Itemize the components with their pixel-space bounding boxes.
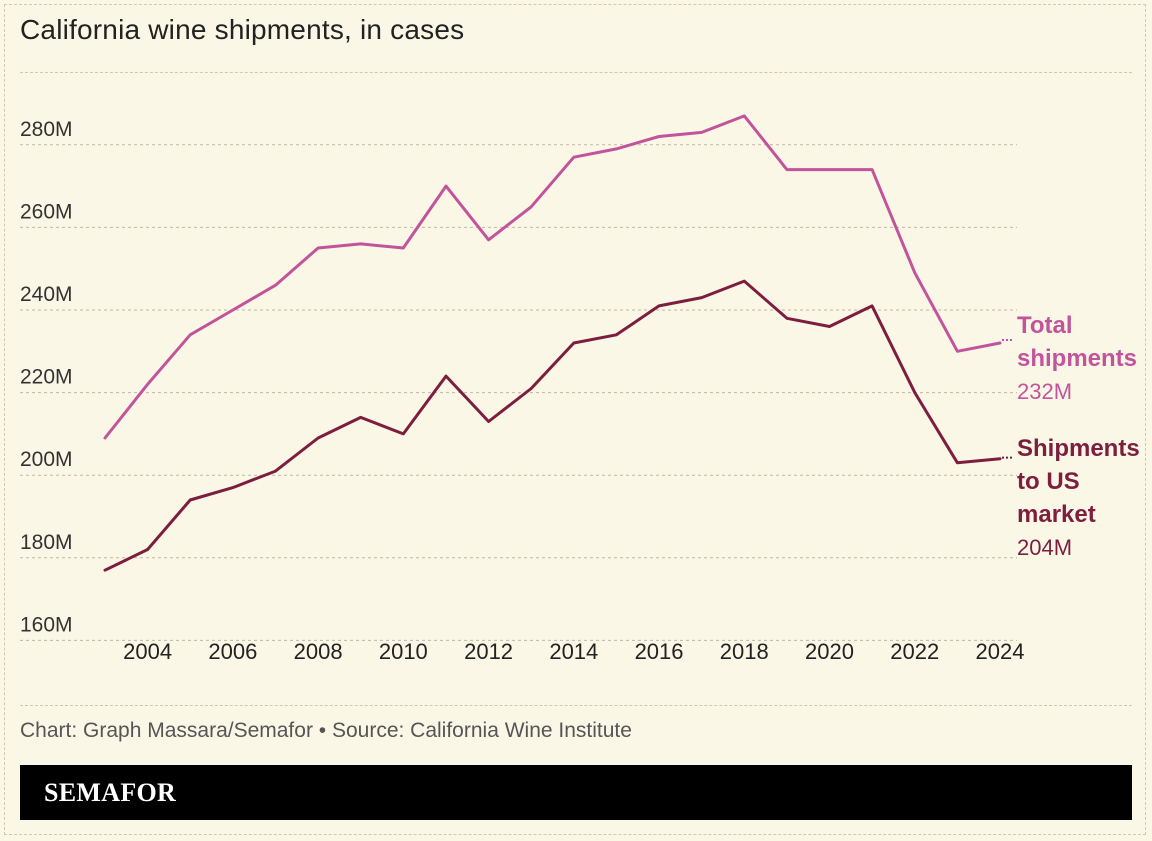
source-credit: Chart: Graph Massara/Semafor • Source: C… (20, 719, 632, 742)
x-tick-label: 2008 (294, 639, 343, 664)
series-lines (103, 114, 1002, 572)
x-tick-label: 2022 (890, 639, 939, 664)
x-tick-label: 2006 (208, 639, 257, 664)
series-line-total (103, 114, 1002, 440)
y-tick-label: 240M (20, 283, 73, 306)
series-label: market (1017, 501, 1096, 528)
series-labels: Total shipments 232M Shipments to US market 20… (1002, 312, 1140, 560)
series-label: to US (1017, 468, 1080, 495)
y-tick-label: 200M (20, 448, 73, 471)
series-line-us-market (103, 279, 1002, 572)
gridlines (20, 144, 1017, 641)
brand-logo: SEMAFOR (44, 778, 177, 807)
y-tick-label: 260M (20, 200, 73, 223)
y-tick-label: 220M (20, 366, 73, 389)
y-tick-label: 160M (20, 613, 73, 636)
series-label: Shipments (1017, 435, 1140, 462)
brand-bar: SEMAFOR (20, 765, 1132, 820)
series-end-value: 204M (1017, 535, 1072, 560)
series-end-value: 232M (1017, 379, 1072, 404)
footer-divider (20, 705, 1132, 706)
x-tick-label: 2018 (720, 639, 769, 664)
x-tick-label: 2004 (123, 639, 172, 664)
x-tick-label: 2016 (635, 639, 684, 664)
y-axis-ticks: 160M 180M 200M 220M 240M 260M 280M (20, 118, 73, 637)
y-tick-label: 280M (20, 118, 73, 141)
x-tick-label: 2020 (805, 639, 854, 664)
x-tick-label: 2014 (549, 639, 598, 664)
x-tick-label: 2010 (379, 639, 428, 664)
x-tick-label: 2012 (464, 639, 513, 664)
x-axis-ticks: 2004 2006 2008 2010 2012 2014 2016 2018 2020 2022… (123, 639, 1024, 664)
y-tick-label: 180M (20, 531, 73, 554)
chart-frame (4, 4, 1146, 835)
chart-title: California wine shipments, in cases (20, 14, 465, 45)
series-label: shipments (1017, 345, 1137, 372)
top-divider (20, 72, 1132, 73)
series-label: Total (1017, 312, 1073, 339)
x-tick-label: 2024 (976, 639, 1025, 664)
